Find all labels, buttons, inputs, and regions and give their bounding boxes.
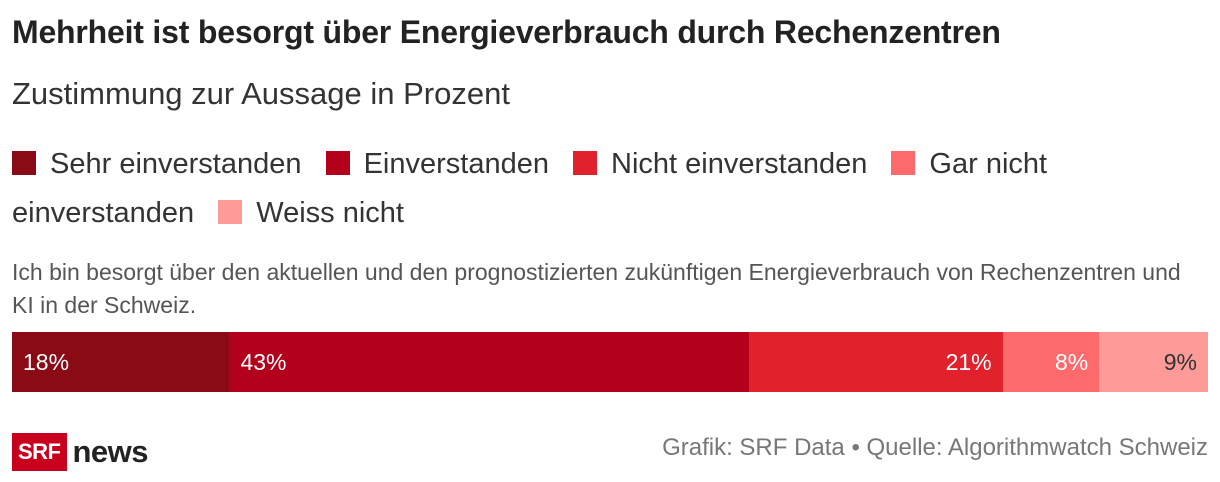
logo-news-text: news xyxy=(72,434,149,469)
bar-segment: 18% xyxy=(12,332,230,392)
legend-label: Sehr einverstanden xyxy=(50,148,302,180)
bar-value-label: 43% xyxy=(240,349,287,375)
legend-item: Einverstanden xyxy=(325,148,549,180)
legend-item: Weiss nicht xyxy=(218,197,404,229)
bar-segment: 9% xyxy=(1099,332,1208,392)
chart-subtitle: Zustimmung zur Aussage in Prozent xyxy=(12,76,510,111)
legend-label: Einverstanden xyxy=(363,148,549,180)
legend-swatch xyxy=(218,200,243,224)
bar-value-label: 9% xyxy=(1163,349,1197,375)
legend-swatch xyxy=(573,151,598,175)
legend-swatch xyxy=(12,151,36,175)
legend-label: Weiss nicht xyxy=(256,197,404,229)
bar-segment: 8% xyxy=(1002,332,1100,392)
stacked-bar: 18% 43% 21% 8% 9% xyxy=(12,332,1208,392)
legend-swatch xyxy=(891,151,916,175)
bar-segment: 43% xyxy=(229,332,749,392)
chart-title: Mehrheit ist besorgt über Energieverbrau… xyxy=(12,14,1001,50)
legend-item: Sehr einverstanden xyxy=(12,148,302,180)
source-note: Grafik: SRF Data • Quelle: Algorithmwatc… xyxy=(662,434,1208,461)
bar-value-label: 8% xyxy=(1055,349,1089,375)
question-label: Ich bin besorgt über den aktuellen und d… xyxy=(12,259,1181,318)
legend-label: Gar nicht einverstanden xyxy=(12,148,1048,229)
bar-segment: 21% xyxy=(748,332,1003,392)
legend-label: Nicht einverstanden xyxy=(611,148,868,180)
bar-value-label: 21% xyxy=(945,349,992,375)
srf-news-logo: SRF news xyxy=(12,432,149,472)
legend-item: Gar nicht einverstanden xyxy=(12,148,1047,229)
legend-item: Nicht einverstanden xyxy=(573,148,867,180)
chart-legend: Sehr einverstanden Einverstanden Nicht e… xyxy=(12,140,1102,238)
logo-srf-text: SRF xyxy=(12,433,67,471)
bar-value-label: 18% xyxy=(23,349,70,375)
legend-swatch xyxy=(325,151,350,175)
